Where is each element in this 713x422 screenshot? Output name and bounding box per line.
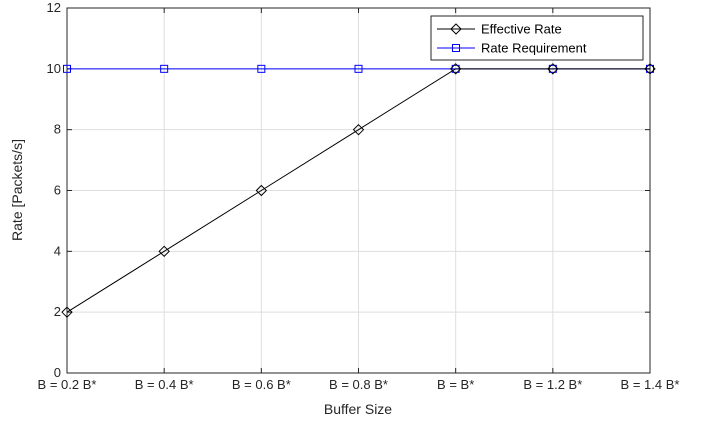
x-tick-label: B = 0.6 B* — [232, 377, 291, 392]
legend: Effective Rate Rate Requirement — [430, 15, 644, 61]
diamond-marker — [547, 63, 559, 75]
diamond-marker — [644, 63, 656, 75]
y-tick-label: 8 — [54, 122, 61, 137]
y-tick-label: 0 — [54, 365, 61, 380]
diamond-marker — [61, 306, 73, 318]
series-line — [66, 68, 650, 313]
x-tick-label: B = 1.4 B* — [621, 377, 680, 392]
x-tick-label: B = B* — [437, 377, 474, 392]
y-tick-label: 4 — [54, 243, 61, 258]
legend-label: Rate Requirement — [481, 41, 587, 56]
y-tick-label: 10 — [47, 61, 61, 76]
diamond-marker — [450, 23, 462, 35]
legend-box — [430, 15, 644, 61]
y-tick-label: 12 — [47, 0, 61, 15]
diamond-marker — [352, 123, 365, 136]
series-layer — [61, 63, 656, 318]
square-marker — [257, 64, 266, 73]
x-tick-label: B = 0.4 B* — [135, 377, 194, 392]
ticks: 0 2 4 6 8 10 12 B = 0.2 B* B = 0.4 B* B = 0.6 B* B… — [38, 0, 680, 392]
diamond-marker — [158, 245, 170, 258]
x-tick-label: B = 1.2 B* — [523, 377, 582, 392]
series-effective-rate — [61, 63, 656, 318]
square-marker — [63, 64, 71, 73]
diamond-marker — [255, 184, 268, 197]
y-tick-label: 6 — [54, 183, 61, 198]
square-marker — [354, 64, 363, 73]
legend-label: Effective Rate — [481, 22, 562, 37]
x-tick-label: B = 0.8 B* — [329, 377, 388, 392]
diamond-marker — [449, 63, 462, 75]
x-tick-label: B = 0.2 B* — [38, 377, 97, 392]
square-marker — [160, 64, 169, 73]
y-tick-label: 2 — [54, 304, 61, 319]
square-marker — [452, 44, 460, 52]
x-axis-title: Buffer Size — [324, 401, 392, 417]
y-axis-title: Rate [Packets/s] — [9, 139, 25, 241]
